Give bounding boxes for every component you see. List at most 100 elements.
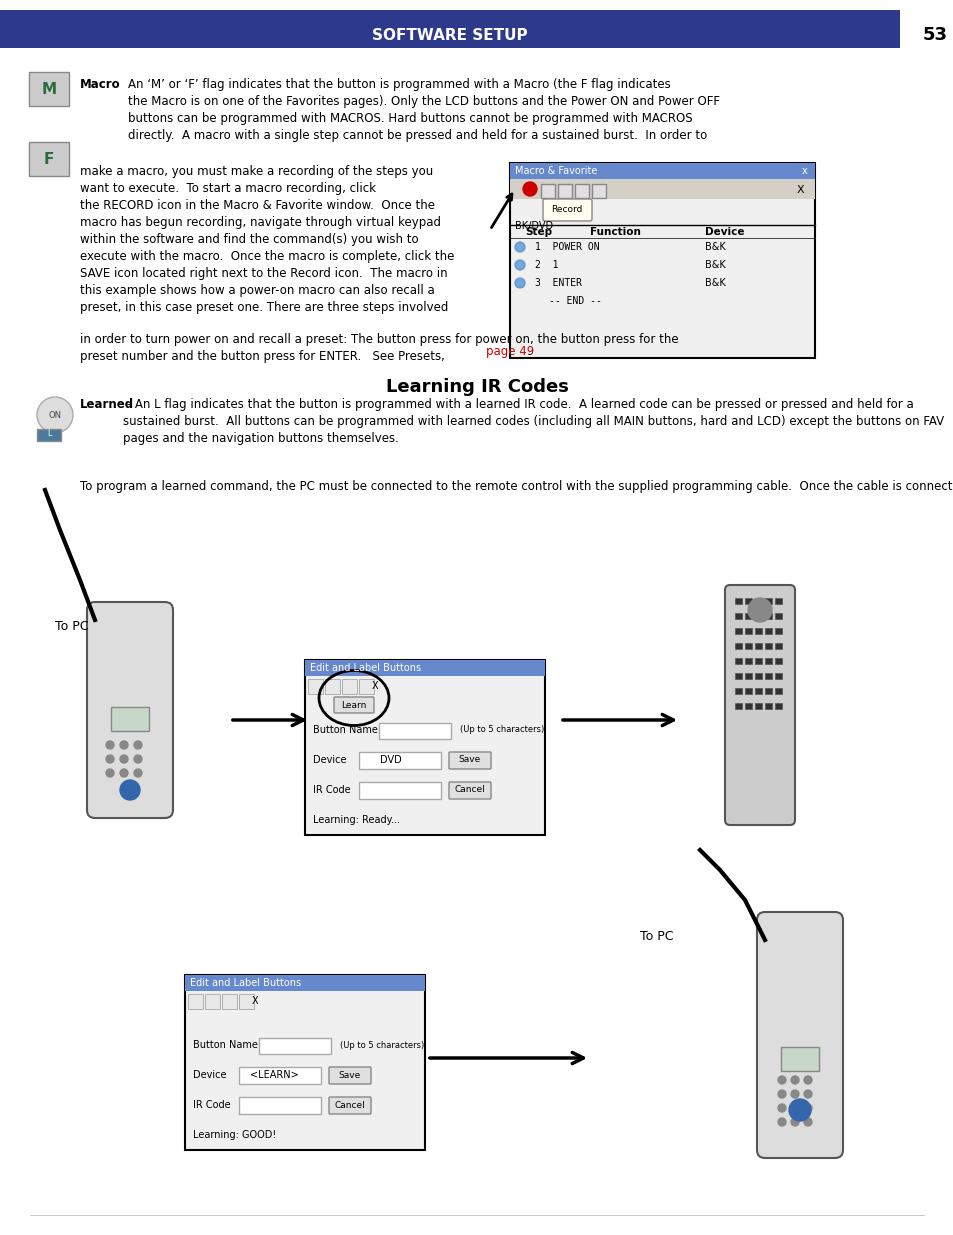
- FancyBboxPatch shape: [111, 706, 149, 731]
- Text: IR Code: IR Code: [193, 1100, 231, 1110]
- Circle shape: [106, 741, 113, 748]
- FancyBboxPatch shape: [764, 598, 771, 604]
- Text: To PC: To PC: [55, 620, 89, 634]
- Text: Cancel: Cancel: [455, 785, 485, 794]
- FancyBboxPatch shape: [744, 643, 751, 650]
- FancyBboxPatch shape: [744, 673, 751, 679]
- Circle shape: [747, 598, 771, 622]
- FancyBboxPatch shape: [734, 703, 741, 709]
- FancyBboxPatch shape: [734, 598, 741, 604]
- Text: in order to turn power on and recall a preset: The button press for power on, th: in order to turn power on and recall a p…: [80, 333, 678, 363]
- Text: M: M: [41, 83, 56, 98]
- Text: Device: Device: [193, 1070, 226, 1079]
- Circle shape: [120, 769, 128, 777]
- FancyBboxPatch shape: [754, 673, 761, 679]
- Text: Learning: GOOD!: Learning: GOOD!: [193, 1130, 276, 1140]
- Text: Button Name: Button Name: [313, 725, 377, 735]
- FancyBboxPatch shape: [325, 679, 339, 694]
- Text: Step: Step: [524, 227, 552, 237]
- FancyBboxPatch shape: [510, 163, 814, 179]
- Circle shape: [133, 755, 142, 763]
- FancyBboxPatch shape: [744, 703, 751, 709]
- FancyBboxPatch shape: [764, 703, 771, 709]
- Text: B&K: B&K: [704, 242, 725, 252]
- Text: -- END --: -- END --: [548, 296, 600, 306]
- Circle shape: [778, 1104, 785, 1112]
- Circle shape: [120, 741, 128, 748]
- FancyBboxPatch shape: [449, 782, 491, 799]
- Text: Device: Device: [704, 227, 743, 237]
- FancyBboxPatch shape: [329, 1067, 371, 1084]
- Circle shape: [790, 1076, 799, 1084]
- Text: BK/DVD: BK/DVD: [515, 221, 553, 231]
- Text: Macro: Macro: [80, 78, 120, 91]
- FancyBboxPatch shape: [757, 911, 842, 1158]
- Text: .: .: [527, 345, 531, 358]
- Text: ON: ON: [49, 410, 61, 420]
- Text: L: L: [47, 430, 51, 438]
- FancyBboxPatch shape: [734, 629, 741, 634]
- Text: B&K: B&K: [704, 261, 725, 270]
- Circle shape: [778, 1118, 785, 1126]
- FancyBboxPatch shape: [185, 974, 424, 1150]
- FancyBboxPatch shape: [222, 994, 236, 1009]
- Text: Function: Function: [589, 227, 640, 237]
- FancyBboxPatch shape: [764, 673, 771, 679]
- FancyBboxPatch shape: [378, 722, 451, 739]
- FancyBboxPatch shape: [0, 10, 899, 48]
- FancyBboxPatch shape: [542, 199, 592, 221]
- Text: (Up to 5 characters): (Up to 5 characters): [339, 1041, 424, 1050]
- Text: X: X: [796, 185, 803, 195]
- FancyBboxPatch shape: [510, 163, 814, 358]
- Circle shape: [106, 769, 113, 777]
- FancyBboxPatch shape: [734, 613, 741, 619]
- Circle shape: [788, 1099, 810, 1121]
- FancyBboxPatch shape: [37, 429, 61, 441]
- Text: Macro & Favorite: Macro & Favorite: [515, 165, 597, 177]
- FancyBboxPatch shape: [754, 643, 761, 650]
- FancyBboxPatch shape: [764, 688, 771, 694]
- Text: Cancel: Cancel: [335, 1100, 365, 1109]
- FancyBboxPatch shape: [258, 1037, 331, 1053]
- Circle shape: [515, 242, 524, 252]
- Circle shape: [37, 396, 73, 433]
- FancyBboxPatch shape: [358, 782, 440, 799]
- Text: X: X: [252, 995, 258, 1007]
- Text: Save: Save: [338, 1071, 361, 1079]
- FancyBboxPatch shape: [308, 679, 323, 694]
- Text: 53: 53: [922, 26, 946, 44]
- Text: Learning IR Codes: Learning IR Codes: [385, 378, 568, 396]
- Text: Record: Record: [551, 205, 582, 215]
- Text: Edit and Label Buttons: Edit and Label Buttons: [310, 663, 420, 673]
- FancyBboxPatch shape: [734, 643, 741, 650]
- FancyBboxPatch shape: [744, 629, 751, 634]
- FancyBboxPatch shape: [754, 613, 761, 619]
- FancyBboxPatch shape: [744, 658, 751, 664]
- Text: F: F: [44, 152, 54, 168]
- Text: - An L flag indicates that the button is programmed with a learned IR code.  A l: - An L flag indicates that the button is…: [123, 398, 943, 445]
- FancyBboxPatch shape: [774, 629, 781, 634]
- FancyBboxPatch shape: [754, 703, 761, 709]
- Text: 3  ENTER: 3 ENTER: [535, 278, 581, 288]
- FancyBboxPatch shape: [754, 629, 761, 634]
- Text: (Up to 5 characters): (Up to 5 characters): [459, 725, 543, 735]
- Circle shape: [778, 1091, 785, 1098]
- Text: Learn: Learn: [341, 700, 366, 709]
- FancyBboxPatch shape: [558, 184, 572, 198]
- Circle shape: [133, 741, 142, 748]
- Text: page 49: page 49: [485, 345, 534, 358]
- Text: DVD: DVD: [379, 755, 401, 764]
- FancyBboxPatch shape: [329, 1097, 371, 1114]
- FancyBboxPatch shape: [744, 613, 751, 619]
- Text: SOFTWARE SETUP: SOFTWARE SETUP: [372, 27, 527, 42]
- FancyBboxPatch shape: [29, 142, 69, 177]
- Circle shape: [790, 1104, 799, 1112]
- FancyBboxPatch shape: [358, 679, 374, 694]
- FancyBboxPatch shape: [449, 752, 491, 769]
- Circle shape: [803, 1118, 811, 1126]
- Circle shape: [515, 278, 524, 288]
- FancyBboxPatch shape: [744, 688, 751, 694]
- FancyBboxPatch shape: [774, 658, 781, 664]
- FancyBboxPatch shape: [764, 629, 771, 634]
- Circle shape: [133, 769, 142, 777]
